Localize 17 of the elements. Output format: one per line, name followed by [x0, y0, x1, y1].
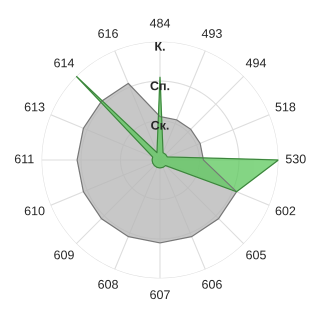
spoke-label: 494 [246, 58, 266, 68]
spoke-label: 611 [14, 154, 34, 164]
spoke-label: 518 [276, 102, 296, 112]
spoke-label: 614 [54, 58, 74, 68]
spoke-label: 613 [24, 102, 44, 112]
y-tick-label: К. [155, 42, 165, 51]
spoke-label: 607 [150, 290, 170, 300]
spoke-label: 493 [202, 29, 222, 38]
spoke-label: 610 [24, 206, 45, 216]
spoke-label: 609 [54, 250, 74, 260]
spoke-label: 608 [98, 280, 118, 289]
spoke-label: 602 [276, 206, 296, 216]
spoke-label: 616 [98, 29, 118, 38]
spoke-label: 484 [150, 18, 170, 28]
spoke-label: 530 [286, 154, 306, 164]
spoke-label: 606 [202, 280, 222, 289]
spoke-label: 605 [246, 250, 266, 260]
